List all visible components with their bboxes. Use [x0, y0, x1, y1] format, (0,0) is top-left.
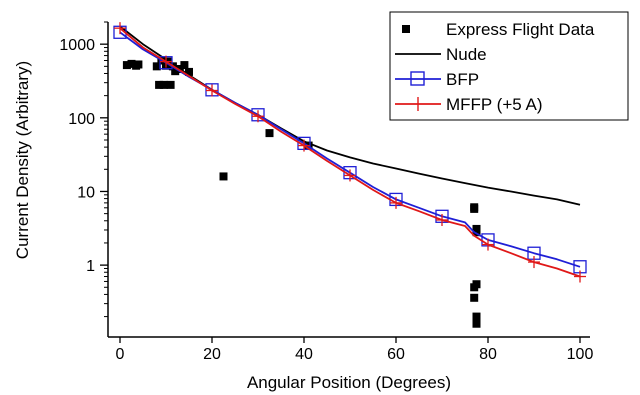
data-point	[134, 60, 143, 69]
data-point	[155, 80, 164, 89]
x-tick-label: 20	[203, 346, 221, 363]
data-point	[159, 80, 168, 89]
axes	[107, 22, 590, 338]
x-tick-label: 80	[479, 346, 497, 363]
data-point	[171, 67, 180, 76]
y-tick-label: 1000	[59, 37, 95, 54]
data-point	[185, 67, 193, 76]
ticks: 0 20 40 60 80 100 1 10 100 1000	[59, 21, 594, 363]
legend: Express Flight Data Nude BFP MFFP (+5 A)	[389, 11, 629, 121]
data-point	[219, 172, 228, 181]
legend-marker-express	[402, 25, 410, 33]
legend-marker-bfp	[410, 71, 425, 86]
data-point	[472, 280, 481, 289]
x-axis-title: Angular Position (Degrees)	[247, 373, 451, 392]
data-point	[152, 62, 161, 71]
legend-label-bfp: BFP	[446, 70, 479, 89]
data-point	[470, 204, 479, 213]
y-tick-label: 1	[86, 258, 95, 275]
series-layer	[113, 22, 587, 328]
x-tick-label: 0	[116, 346, 125, 363]
series-line	[119, 27, 581, 278]
data-point	[472, 319, 481, 328]
x-tick-label: 40	[295, 346, 313, 363]
data-point	[472, 224, 481, 233]
x-tick-label: 100	[567, 346, 594, 363]
data-point	[166, 80, 175, 89]
y-tick-label: 100	[68, 111, 95, 128]
y-tick-label: 10	[77, 184, 95, 201]
data-point	[470, 293, 479, 302]
legend-label-nude: Nude	[446, 45, 487, 64]
series-3	[114, 22, 586, 283]
data-point	[127, 59, 136, 68]
legend-label-mffp: MFFP (+5 A)	[446, 95, 543, 114]
data-point	[122, 61, 131, 70]
y-axis-title: Current Density (Arbitrary)	[13, 61, 32, 259]
legend-label-express: Express Flight Data	[446, 20, 595, 39]
legend-box	[389, 11, 629, 121]
data-point	[180, 61, 189, 70]
x-tick-label: 60	[387, 346, 405, 363]
data-point	[265, 129, 274, 138]
